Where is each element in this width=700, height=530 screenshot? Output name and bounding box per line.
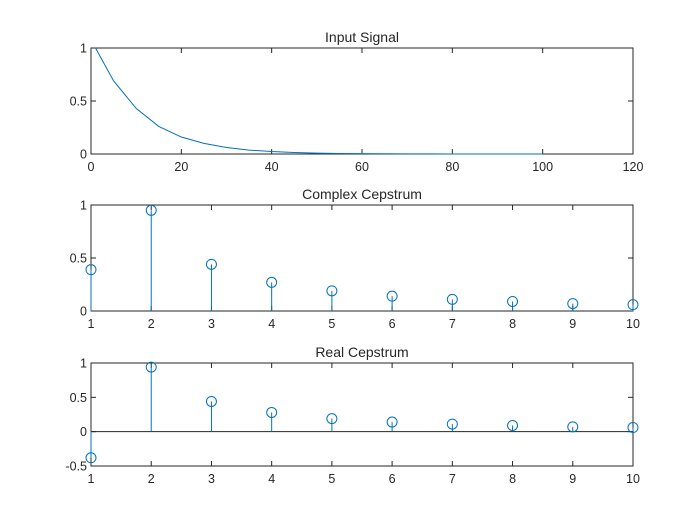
x-tick-label: 1 [88,472,95,486]
x-tick-label: 7 [449,472,456,486]
x-tick-label: 6 [389,317,396,331]
stem-marker [627,422,639,434]
x-tick-label: 9 [569,472,576,486]
x-tick-label: 80 [445,160,459,174]
stem-marker [446,293,458,305]
stem-marker [266,276,278,288]
x-tick-label: 2 [148,317,155,331]
axes-box [90,362,634,467]
x-tick-label: 4 [268,472,275,486]
subplot-real-cepstrum: Real Cepstrum 1 2 3 4 5 6 7 8 9 10 -0.5 0 0.5 1 [65,344,640,486]
x-tick-label: 100 [532,160,553,174]
x-tick-label: 3 [208,317,215,331]
subplot-input-signal: Input Signal 0 20 40 60 80 100 120 0 0.5 1 [70,29,644,174]
x-tick-label: 20 [174,160,188,174]
stem-marker [627,299,639,311]
x-tick-label: 10 [626,472,640,486]
x-tick-label: 9 [569,317,576,331]
x-tick-label: 60 [355,160,369,174]
x-tick-label: 8 [509,317,516,331]
y-tick-label: 0 [80,425,87,439]
stem-marker [567,421,579,433]
y-tick-label: 0 [80,305,87,319]
x-tick-label: 1 [88,317,95,331]
y-tick-label: 0.5 [70,391,87,405]
stem-marker [205,258,217,270]
stem-marker [326,285,338,297]
stem-marker [507,295,519,307]
x-tick-label: 40 [265,160,279,174]
x-tick-label: 5 [328,472,335,486]
stem-marker [145,204,157,216]
x-tick-label: 3 [208,472,215,486]
x-tick-label: 6 [389,472,396,486]
y-tick-label: 0.5 [70,95,87,109]
subplot-title: Complex Cepstrum [302,186,422,202]
y-tick-label: 1 [80,357,87,371]
subplot-title: Input Signal [325,29,399,45]
stem-marker [266,406,278,418]
stem-marker [386,290,398,302]
stem-marker [326,413,338,425]
x-tick-label: 7 [449,317,456,331]
stem-marker [205,395,217,407]
series-line [95,47,543,155]
axes-box [90,204,634,312]
y-tick-label: 0.5 [70,252,87,266]
stem-marker [567,298,579,310]
subplot-title: Real Cepstrum [315,344,408,360]
subplot-complex-cepstrum: Complex Cepstrum 1 2 3 4 5 6 7 8 9 10 0 0.5 1 [70,186,640,331]
stem-marker [85,452,97,464]
stem-marker [85,264,97,276]
x-tick-label: 8 [509,472,516,486]
stem-marker [507,419,519,431]
y-tick-label: -0.5 [65,460,87,474]
x-tick-label: 5 [328,317,335,331]
x-tick-label: 4 [268,317,275,331]
stem-marker [386,416,398,428]
x-tick-label: 120 [623,160,644,174]
stem-marker [446,418,458,430]
y-tick-label: 0 [80,148,87,162]
x-tick-label: 0 [88,160,95,174]
axes-box [90,47,634,155]
x-tick-label: 10 [626,317,640,331]
y-tick-label: 1 [80,199,87,213]
x-tick-label: 2 [148,472,155,486]
y-tick-label: 1 [80,42,87,56]
stem-marker [145,361,157,373]
